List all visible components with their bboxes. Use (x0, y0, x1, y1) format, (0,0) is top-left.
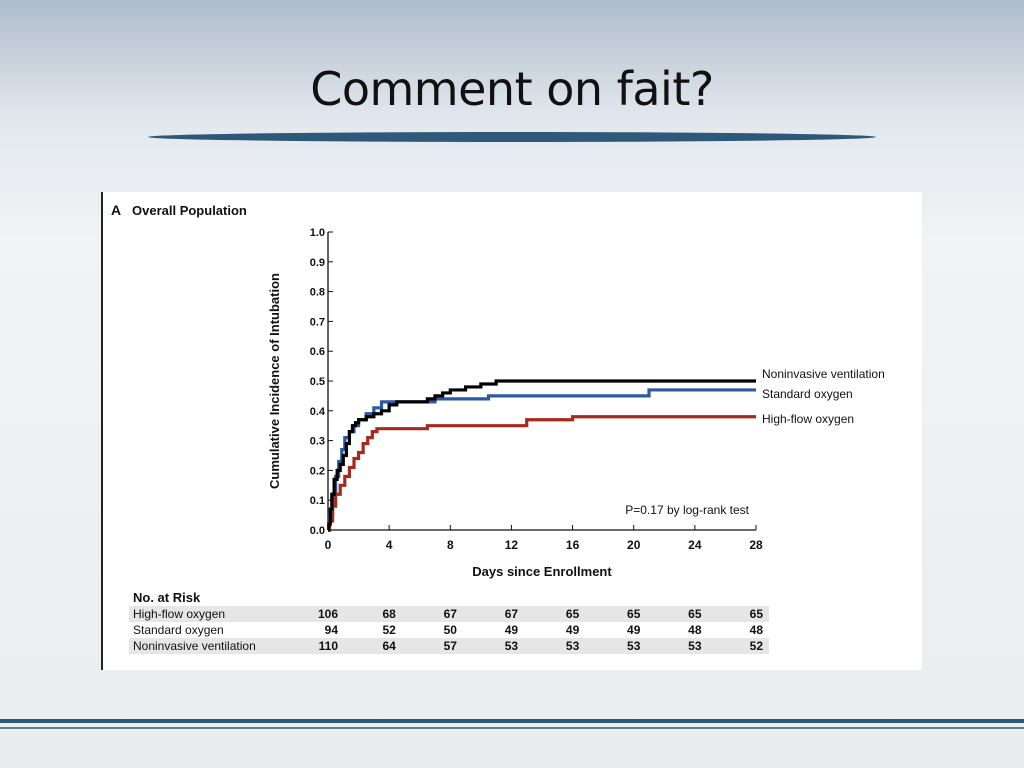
y-tick-label: 0.4 (310, 406, 326, 418)
y-tick-label: 0.2 (310, 465, 325, 477)
risk-cell: 49 (566, 623, 580, 637)
pvalue-annotation: P=0.17 by log-rank test (625, 503, 749, 517)
risk-cell: 52 (382, 623, 396, 637)
risk-cell: 64 (382, 639, 396, 653)
x-tick-label: 0 (325, 538, 332, 552)
x-tick-label: 8 (447, 538, 454, 552)
y-tick-label: 0.5 (310, 376, 325, 388)
x-tick-label: 20 (627, 538, 641, 552)
risk-cell: 65 (750, 607, 764, 621)
legend-label-noninvasive-ventilation: Noninvasive ventilation (762, 367, 885, 381)
legend-label-high-flow-oxygen: High-flow oxygen (762, 412, 854, 426)
chart-axes: 0.0 0.1 0.2 0.3 0.4 0.5 0.6 0.7 0.8 0.9 1.0 0 4 8 12 16… (310, 227, 763, 552)
x-axis-label: Days since Enrollment (472, 564, 612, 579)
chart-legend: Noninvasive ventilation Standard oxygen Hi… (762, 367, 885, 426)
y-tick-label: 0.3 (310, 436, 325, 448)
risk-cell: 94 (325, 623, 339, 637)
risk-row-bg (129, 622, 769, 638)
figure-left-rule (101, 192, 103, 670)
risk-cell: 48 (688, 623, 702, 637)
panel-letter: A (111, 202, 121, 218)
risk-row-label: Noninvasive ventilation (133, 639, 256, 653)
risk-cell: 65 (688, 607, 702, 621)
x-tick-label: 4 (386, 538, 393, 552)
risk-cell: 68 (382, 607, 396, 621)
risk-cell: 65 (627, 607, 641, 621)
risk-cell: 65 (566, 607, 580, 621)
risk-row-bg (129, 638, 769, 654)
risk-row-label: Standard oxygen (133, 623, 224, 637)
title-underline (148, 132, 876, 142)
risk-cell: 49 (627, 623, 641, 637)
risk-row-bg (129, 606, 769, 622)
risk-cell: 52 (750, 639, 764, 653)
footer-line (0, 719, 1024, 723)
y-tick-label: 0.8 (310, 287, 325, 299)
risk-cell: 53 (627, 639, 641, 653)
risk-row-label: High-flow oxygen (133, 607, 225, 621)
risk-cell: 57 (444, 639, 458, 653)
y-axis-label: Cumulative Incidence of Intubation (267, 273, 282, 489)
y-tick-label: 0.9 (310, 257, 325, 269)
y-tick-label: 1.0 (310, 227, 325, 239)
slide-title: Comment on fait? (310, 62, 714, 116)
chart-title: Overall Population (132, 203, 247, 218)
risk-cell: 50 (444, 623, 458, 637)
series-line-noninvasive-ventilation (327, 379, 756, 532)
risk-cell: 53 (505, 639, 519, 653)
risk-cell: 67 (505, 607, 519, 621)
km-chart: A Overall Population 0.00.10.20.30.40.50… (111, 202, 885, 654)
y-tick-label: 0.7 (310, 316, 325, 328)
y-tick-label: 0.1 (310, 495, 325, 507)
risk-table-title: No. at Risk (133, 590, 201, 605)
x-tick-label: 12 (505, 538, 519, 552)
legend-label-standard-oxygen: Standard oxygen (762, 387, 853, 401)
y-tick-label: 0.6 (310, 346, 325, 358)
x-tick-label: 16 (566, 538, 580, 552)
series-line-high-flow-oxygen (327, 415, 756, 532)
x-tick-label: 24 (688, 538, 702, 552)
risk-cell: 48 (750, 623, 764, 637)
footer-line-thin (0, 727, 1024, 729)
risk-cell: 110 (319, 639, 339, 653)
y-tick-label: 0.0 (310, 525, 325, 537)
risk-cell: 53 (688, 639, 702, 653)
risk-cell: 106 (318, 607, 338, 621)
risk-table: No. at Risk High-flow oxygen 106 68 67 67 65 6… (129, 590, 769, 654)
chart-series (327, 379, 756, 532)
risk-cell: 67 (444, 607, 458, 621)
risk-cell: 53 (566, 639, 580, 653)
risk-cell: 49 (505, 623, 519, 637)
x-tick-label: 28 (749, 538, 763, 552)
figure-panel: A Overall Population 0.0 0.1 0.2 0.3 0.4 0.5 0… (101, 192, 922, 670)
